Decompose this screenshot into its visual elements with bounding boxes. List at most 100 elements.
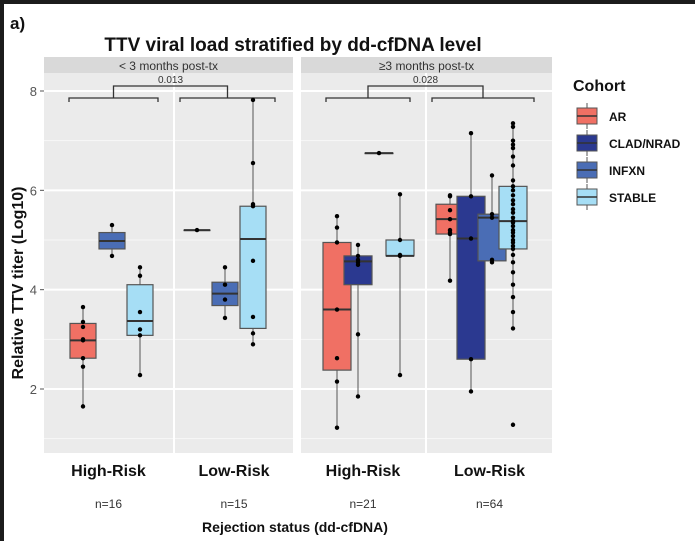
data-point	[447, 227, 453, 233]
data-point	[489, 257, 495, 263]
data-point	[222, 315, 228, 321]
data-point	[489, 211, 495, 217]
data-point	[334, 225, 340, 230]
significance-bracket-top	[112, 85, 229, 98]
chart-title: TTV viral load stratified by dd-cfDNA le…	[104, 35, 481, 56]
data-point	[510, 207, 516, 212]
data-point	[397, 252, 403, 258]
panel-label: a)	[10, 14, 25, 33]
data-point	[137, 327, 143, 332]
data-point	[447, 208, 453, 213]
data-point	[222, 297, 228, 302]
data-point	[80, 364, 86, 369]
data-point	[250, 202, 256, 207]
data-point	[109, 222, 115, 228]
data-point	[397, 237, 403, 243]
data-point	[250, 97, 256, 103]
data-point	[510, 202, 516, 207]
data-point	[250, 314, 256, 320]
data-point	[510, 198, 516, 203]
data-point	[250, 342, 256, 347]
data-point	[510, 227, 516, 233]
n-label: n=64	[476, 497, 503, 511]
facet-strip	[301, 57, 552, 73]
data-point	[137, 333, 143, 338]
legend-label: INFXN	[609, 164, 645, 178]
data-point	[510, 422, 516, 427]
data-point	[510, 223, 516, 229]
data-point	[80, 304, 86, 310]
x-group-label: High-Risk	[326, 463, 401, 480]
data-point	[510, 121, 516, 126]
data-point	[510, 215, 516, 220]
data-point	[355, 242, 361, 248]
data-point	[334, 307, 340, 312]
data-point	[489, 173, 495, 178]
data-point	[510, 142, 516, 147]
data-point	[250, 258, 256, 264]
data-point	[137, 309, 143, 315]
data-point	[250, 331, 256, 336]
data-point	[510, 138, 516, 143]
data-point	[510, 282, 516, 287]
data-point	[355, 332, 361, 337]
data-point	[510, 270, 516, 275]
facet-strip	[44, 57, 293, 73]
data-point	[468, 131, 474, 136]
data-point	[250, 160, 256, 166]
boxplot-chart: a) TTV viral load stratified by dd-cfDNA …	[10, 14, 681, 535]
data-point	[510, 145, 516, 151]
data-point	[80, 337, 86, 342]
data-point	[468, 194, 474, 199]
y-axis-title: Relative TTV titer (Log10)	[10, 187, 27, 380]
data-point	[510, 260, 516, 265]
data-point	[222, 265, 228, 270]
significance-bracket-top	[367, 85, 484, 98]
x-group-label: Low-Risk	[198, 463, 269, 480]
data-point	[334, 240, 340, 245]
data-point	[468, 389, 474, 394]
data-point	[355, 257, 361, 263]
data-point	[397, 372, 403, 378]
data-point	[80, 319, 86, 325]
data-point	[510, 237, 516, 243]
data-point	[510, 218, 516, 224]
data-point	[355, 394, 361, 399]
data-point	[80, 404, 86, 409]
data-point	[109, 253, 115, 259]
data-point	[510, 193, 516, 198]
data-point	[510, 163, 516, 168]
facet-strip-label: < 3 months post-tx	[119, 59, 218, 73]
data-point	[376, 150, 382, 156]
x-group-label: High-Risk	[71, 463, 146, 480]
data-point	[334, 379, 340, 384]
data-point	[510, 154, 516, 159]
data-point	[468, 236, 474, 241]
p-value-label: 0.013	[158, 75, 183, 86]
data-point	[194, 227, 200, 233]
facet-strip-label: ≥3 months post-tx	[379, 59, 474, 73]
data-point	[447, 278, 453, 283]
data-point	[468, 357, 474, 362]
legend-label: STABLE	[609, 191, 656, 205]
data-point	[447, 193, 453, 198]
y-tick-label: 4	[30, 283, 37, 298]
data-point	[510, 243, 516, 249]
n-label: n=15	[220, 497, 247, 511]
data-point	[510, 178, 516, 183]
data-point	[510, 233, 516, 239]
data-point	[510, 124, 516, 129]
y-tick-label: 8	[30, 84, 37, 99]
legend-label: AR	[609, 110, 627, 124]
legend-label: CLAD/NRAD	[609, 137, 681, 151]
data-point	[510, 210, 516, 215]
x-axis-title: Rejection status (dd-cfDNA)	[202, 519, 388, 535]
data-point	[137, 372, 143, 378]
legend-title: Cohort	[573, 78, 626, 95]
data-point	[510, 188, 516, 193]
data-point	[80, 356, 86, 361]
data-point	[510, 184, 516, 189]
data-point	[80, 324, 86, 330]
data-point	[510, 326, 516, 331]
data-point	[334, 356, 340, 361]
